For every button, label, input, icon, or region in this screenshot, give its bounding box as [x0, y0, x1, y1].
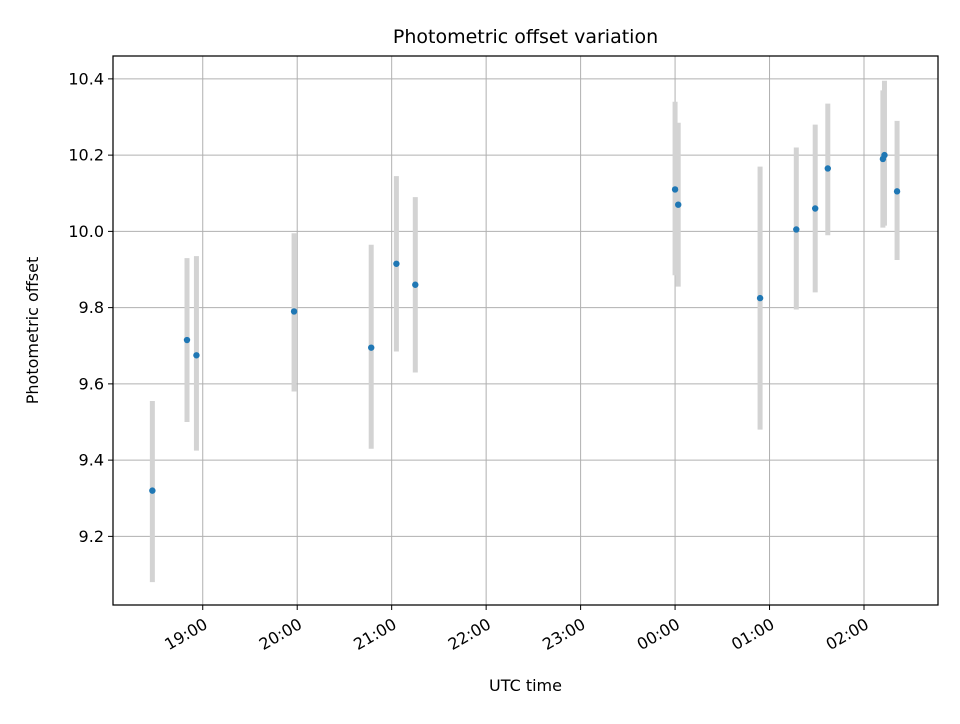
data-point: [671, 186, 679, 193]
data-point: [149, 487, 156, 494]
data-point: [824, 165, 831, 172]
data-point: [756, 294, 764, 302]
y-tick-label: 9.8: [79, 298, 104, 317]
data-point: [675, 201, 682, 208]
data-point: [811, 205, 819, 212]
data-point: [193, 352, 200, 359]
y-tick-label: 10.2: [68, 146, 104, 165]
y-tick-label: 9.4: [79, 451, 104, 470]
data-point: [881, 151, 888, 159]
y-tick-label: 10.0: [68, 222, 104, 241]
data-point: [893, 188, 901, 195]
y-tick-label: 9.2: [79, 527, 104, 546]
y-tick-label: 10.4: [68, 69, 104, 88]
chart-title: Photometric offset variation: [393, 26, 658, 48]
data-point: [368, 344, 375, 351]
data-point: [183, 336, 191, 344]
y-axis-label: Photometric offset: [23, 257, 42, 405]
point-layer: [149, 151, 901, 494]
x-axis-label: UTC time: [489, 676, 562, 695]
data-point: [393, 260, 400, 267]
plot-frame: [112, 55, 939, 606]
data-point: [793, 226, 800, 233]
data-point: [290, 308, 298, 315]
data-point: [412, 281, 419, 288]
y-tick-label: 9.6: [79, 374, 104, 393]
